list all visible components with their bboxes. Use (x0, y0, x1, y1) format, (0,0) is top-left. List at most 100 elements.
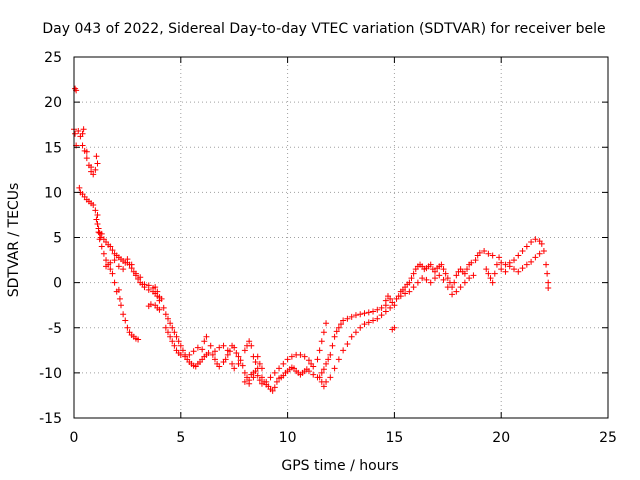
data-point (216, 363, 223, 370)
data-point (76, 184, 83, 191)
data-point (237, 357, 244, 364)
data-point (94, 160, 101, 167)
data-point (115, 286, 122, 293)
data-point (169, 324, 176, 331)
data-point (209, 351, 216, 358)
data-point (164, 315, 171, 322)
data-point (545, 279, 552, 286)
data-point (190, 348, 197, 355)
data-point (493, 261, 500, 268)
data-point (83, 148, 90, 155)
x-tick-label: 0 (70, 430, 79, 446)
data-point (88, 164, 95, 171)
data-point (96, 236, 103, 243)
data-point (515, 268, 522, 275)
data-point (406, 279, 413, 286)
data-point (171, 342, 178, 349)
data-point (233, 350, 240, 357)
data-point (222, 356, 229, 363)
data-point (269, 387, 276, 394)
data-point (75, 128, 82, 135)
x-tick-label: 20 (492, 430, 510, 446)
data-point (162, 324, 169, 331)
data-point (263, 378, 270, 385)
data-point (256, 360, 263, 367)
data-point (267, 374, 274, 381)
data-point (476, 249, 483, 256)
data-point (128, 261, 135, 268)
data-point (248, 342, 255, 349)
data-point (171, 329, 178, 336)
data-point (92, 166, 99, 173)
data-point (92, 207, 99, 214)
data-point (173, 333, 180, 340)
data-point (528, 258, 535, 265)
data-point (451, 279, 458, 286)
data-point (466, 275, 473, 282)
data-point (382, 297, 389, 304)
data-point (203, 333, 210, 340)
data-point (310, 363, 317, 370)
data-point (94, 220, 101, 227)
data-point (216, 344, 223, 351)
data-point (93, 216, 100, 223)
y-tick-label: 20 (44, 95, 62, 111)
data-point (489, 279, 496, 286)
data-point (145, 282, 152, 289)
data-point (519, 248, 526, 255)
data-point (194, 344, 201, 351)
data-point (408, 275, 415, 282)
data-point (160, 304, 167, 311)
data-point (391, 302, 398, 309)
data-point (370, 317, 377, 324)
data-point (79, 142, 86, 149)
data-point (182, 353, 189, 360)
data-point (498, 259, 505, 266)
data-point (333, 328, 340, 335)
data-point (276, 365, 283, 372)
data-point (231, 365, 238, 372)
data-point (374, 315, 381, 322)
data-point (461, 279, 468, 286)
data-point (111, 279, 118, 286)
data-point (468, 259, 475, 266)
data-point (224, 347, 231, 354)
data-point (545, 285, 552, 292)
data-point (523, 243, 530, 250)
data-point (109, 270, 116, 277)
data-point (489, 252, 496, 259)
data-point (387, 304, 394, 311)
data-point (177, 342, 184, 349)
data-point (116, 295, 123, 302)
data-point (280, 360, 287, 367)
data-point (323, 320, 330, 327)
data-point (152, 284, 159, 291)
data-point (519, 265, 526, 272)
data-point (103, 263, 110, 270)
data-point (538, 240, 545, 247)
data-point (481, 248, 488, 255)
x-axis-label: GPS time / hours (281, 458, 398, 474)
data-point (211, 348, 218, 355)
data-point (348, 313, 355, 320)
data-point (357, 324, 364, 331)
data-point (271, 369, 278, 376)
data-point (115, 263, 122, 270)
data-point (387, 295, 394, 302)
data-point (323, 378, 330, 385)
data-point (338, 321, 344, 328)
data-point (419, 275, 426, 282)
data-point (120, 311, 127, 318)
data-point (444, 284, 451, 291)
data-point (93, 153, 100, 160)
data-point (378, 304, 385, 311)
data-point (100, 250, 107, 257)
data-point (241, 378, 248, 385)
data-point (252, 359, 259, 366)
data-point (258, 374, 265, 381)
data-point (124, 256, 131, 263)
y-tick-label: 10 (44, 185, 62, 201)
data-point (305, 368, 312, 375)
data-point (540, 248, 547, 255)
